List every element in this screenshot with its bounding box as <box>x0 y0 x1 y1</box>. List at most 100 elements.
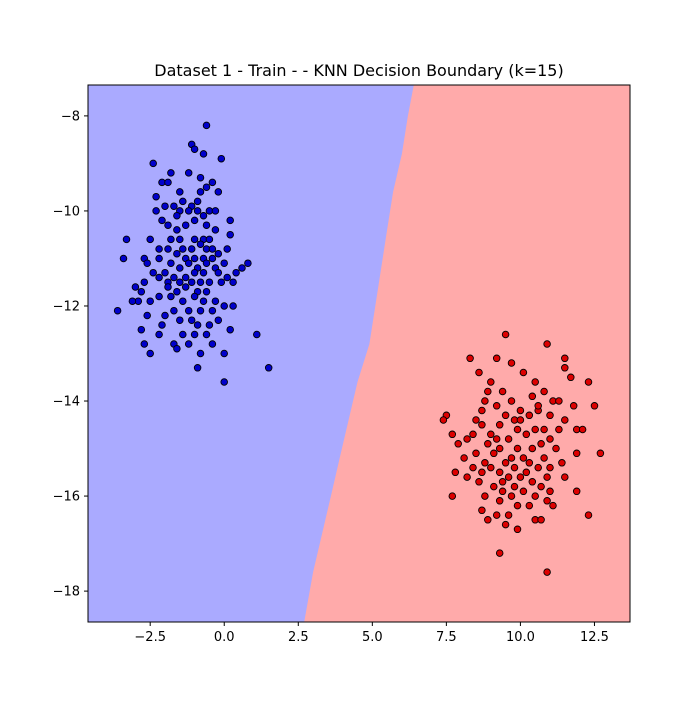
data-point-class-0 <box>202 287 211 296</box>
data-point-class-0 <box>253 330 261 339</box>
y-tick-label: −14 <box>53 395 80 410</box>
x-tick-label: 10.0 <box>506 630 535 645</box>
data-point-class-0 <box>158 216 166 225</box>
data-point-class-0 <box>155 254 163 263</box>
data-point-class-1 <box>522 430 531 439</box>
data-point-class-0 <box>196 278 205 286</box>
x-tick-label: 2.5 <box>288 630 309 645</box>
data-point-class-1 <box>584 511 593 519</box>
data-point-class-1 <box>478 506 486 515</box>
data-point-class-0 <box>173 226 181 234</box>
data-point-class-0 <box>211 297 220 305</box>
data-point-class-0 <box>193 321 202 329</box>
data-point-class-0 <box>173 211 181 220</box>
data-point-class-0 <box>179 197 187 206</box>
data-point-class-1 <box>543 340 551 348</box>
data-point-class-0 <box>190 145 199 153</box>
data-point-class-0 <box>176 278 184 286</box>
data-point-class-1 <box>540 454 548 462</box>
data-point-class-1 <box>537 440 545 448</box>
data-point-class-0 <box>164 221 172 229</box>
data-point-class-0 <box>158 321 166 329</box>
data-point-class-1 <box>507 492 516 500</box>
data-point-class-1 <box>501 459 510 467</box>
data-point-class-1 <box>507 397 516 405</box>
data-point-class-0 <box>155 245 163 253</box>
data-point-class-1 <box>519 487 528 496</box>
data-point-class-0 <box>179 297 187 305</box>
data-point-class-0 <box>149 159 157 168</box>
data-point-class-0 <box>155 292 163 301</box>
data-point-class-1 <box>472 449 480 458</box>
data-point-class-1 <box>528 392 537 401</box>
data-point-class-0 <box>220 378 228 386</box>
chart-title: Dataset 1 - Train - - KNN Decision Bound… <box>154 61 563 80</box>
decision-regions <box>88 85 630 622</box>
data-point-class-1 <box>561 416 569 424</box>
x-axis-ticks: −2.5 0.0 2.5 5.0 7.5 10.0 12.5 <box>134 622 609 645</box>
data-point-class-1 <box>567 373 575 382</box>
data-point-class-0 <box>146 235 154 244</box>
x-tick-label: 0.0 <box>214 630 235 645</box>
data-point-class-1 <box>546 463 554 472</box>
data-point-class-1 <box>492 402 501 410</box>
data-point-class-1 <box>531 425 539 434</box>
data-point-class-1 <box>492 511 501 519</box>
data-point-class-0 <box>232 268 240 277</box>
data-point-class-1 <box>516 473 525 481</box>
data-point-class-0 <box>205 278 214 286</box>
data-point-class-0 <box>137 325 146 334</box>
data-point-class-1 <box>546 411 554 420</box>
data-point-class-0 <box>140 278 149 286</box>
data-point-class-1 <box>501 411 510 420</box>
data-point-class-1 <box>516 416 525 424</box>
data-point-class-1 <box>475 368 483 377</box>
data-point-class-0 <box>181 283 190 291</box>
data-point-class-0 <box>181 221 190 229</box>
data-point-class-0 <box>202 330 211 339</box>
data-point-class-0 <box>202 121 211 130</box>
data-point-class-1 <box>501 330 510 339</box>
data-point-class-1 <box>507 359 516 367</box>
data-point-class-1 <box>528 478 537 486</box>
data-point-class-1 <box>549 501 557 510</box>
data-point-class-0 <box>229 302 237 310</box>
data-point-class-1 <box>454 440 462 448</box>
scatter-points <box>113 121 605 576</box>
data-point-class-0 <box>226 230 234 239</box>
y-tick-label: −12 <box>53 299 80 314</box>
data-point-class-0 <box>190 235 199 244</box>
data-point-class-0 <box>217 154 226 163</box>
data-point-class-0 <box>167 292 175 301</box>
data-point-class-0 <box>196 240 205 248</box>
data-point-class-0 <box>164 283 172 291</box>
data-point-class-0 <box>223 273 231 282</box>
data-point-class-1 <box>487 430 495 439</box>
data-point-class-1 <box>561 364 569 372</box>
data-point-class-0 <box>205 235 214 244</box>
data-point-class-0 <box>140 340 149 348</box>
data-point-class-0 <box>199 297 208 305</box>
data-point-class-0 <box>179 245 187 253</box>
data-point-class-0 <box>164 178 172 187</box>
data-point-class-0 <box>187 278 196 286</box>
data-point-class-0 <box>211 226 220 234</box>
data-point-class-0 <box>238 264 246 272</box>
data-point-class-0 <box>170 273 178 282</box>
plot-area <box>87 84 631 623</box>
data-point-class-0 <box>202 259 211 267</box>
data-point-class-0 <box>226 325 234 334</box>
data-point-class-1 <box>478 468 486 477</box>
data-point-class-1 <box>534 463 542 472</box>
data-point-class-0 <box>199 268 208 277</box>
data-point-class-1 <box>472 416 480 424</box>
data-point-class-1 <box>534 402 542 410</box>
data-point-class-0 <box>155 330 163 339</box>
data-point-class-1 <box>555 425 563 434</box>
data-point-class-1 <box>495 468 504 477</box>
data-point-class-0 <box>196 306 205 315</box>
data-point-class-1 <box>504 435 513 443</box>
data-point-class-0 <box>229 278 237 286</box>
data-point-class-0 <box>220 302 228 310</box>
